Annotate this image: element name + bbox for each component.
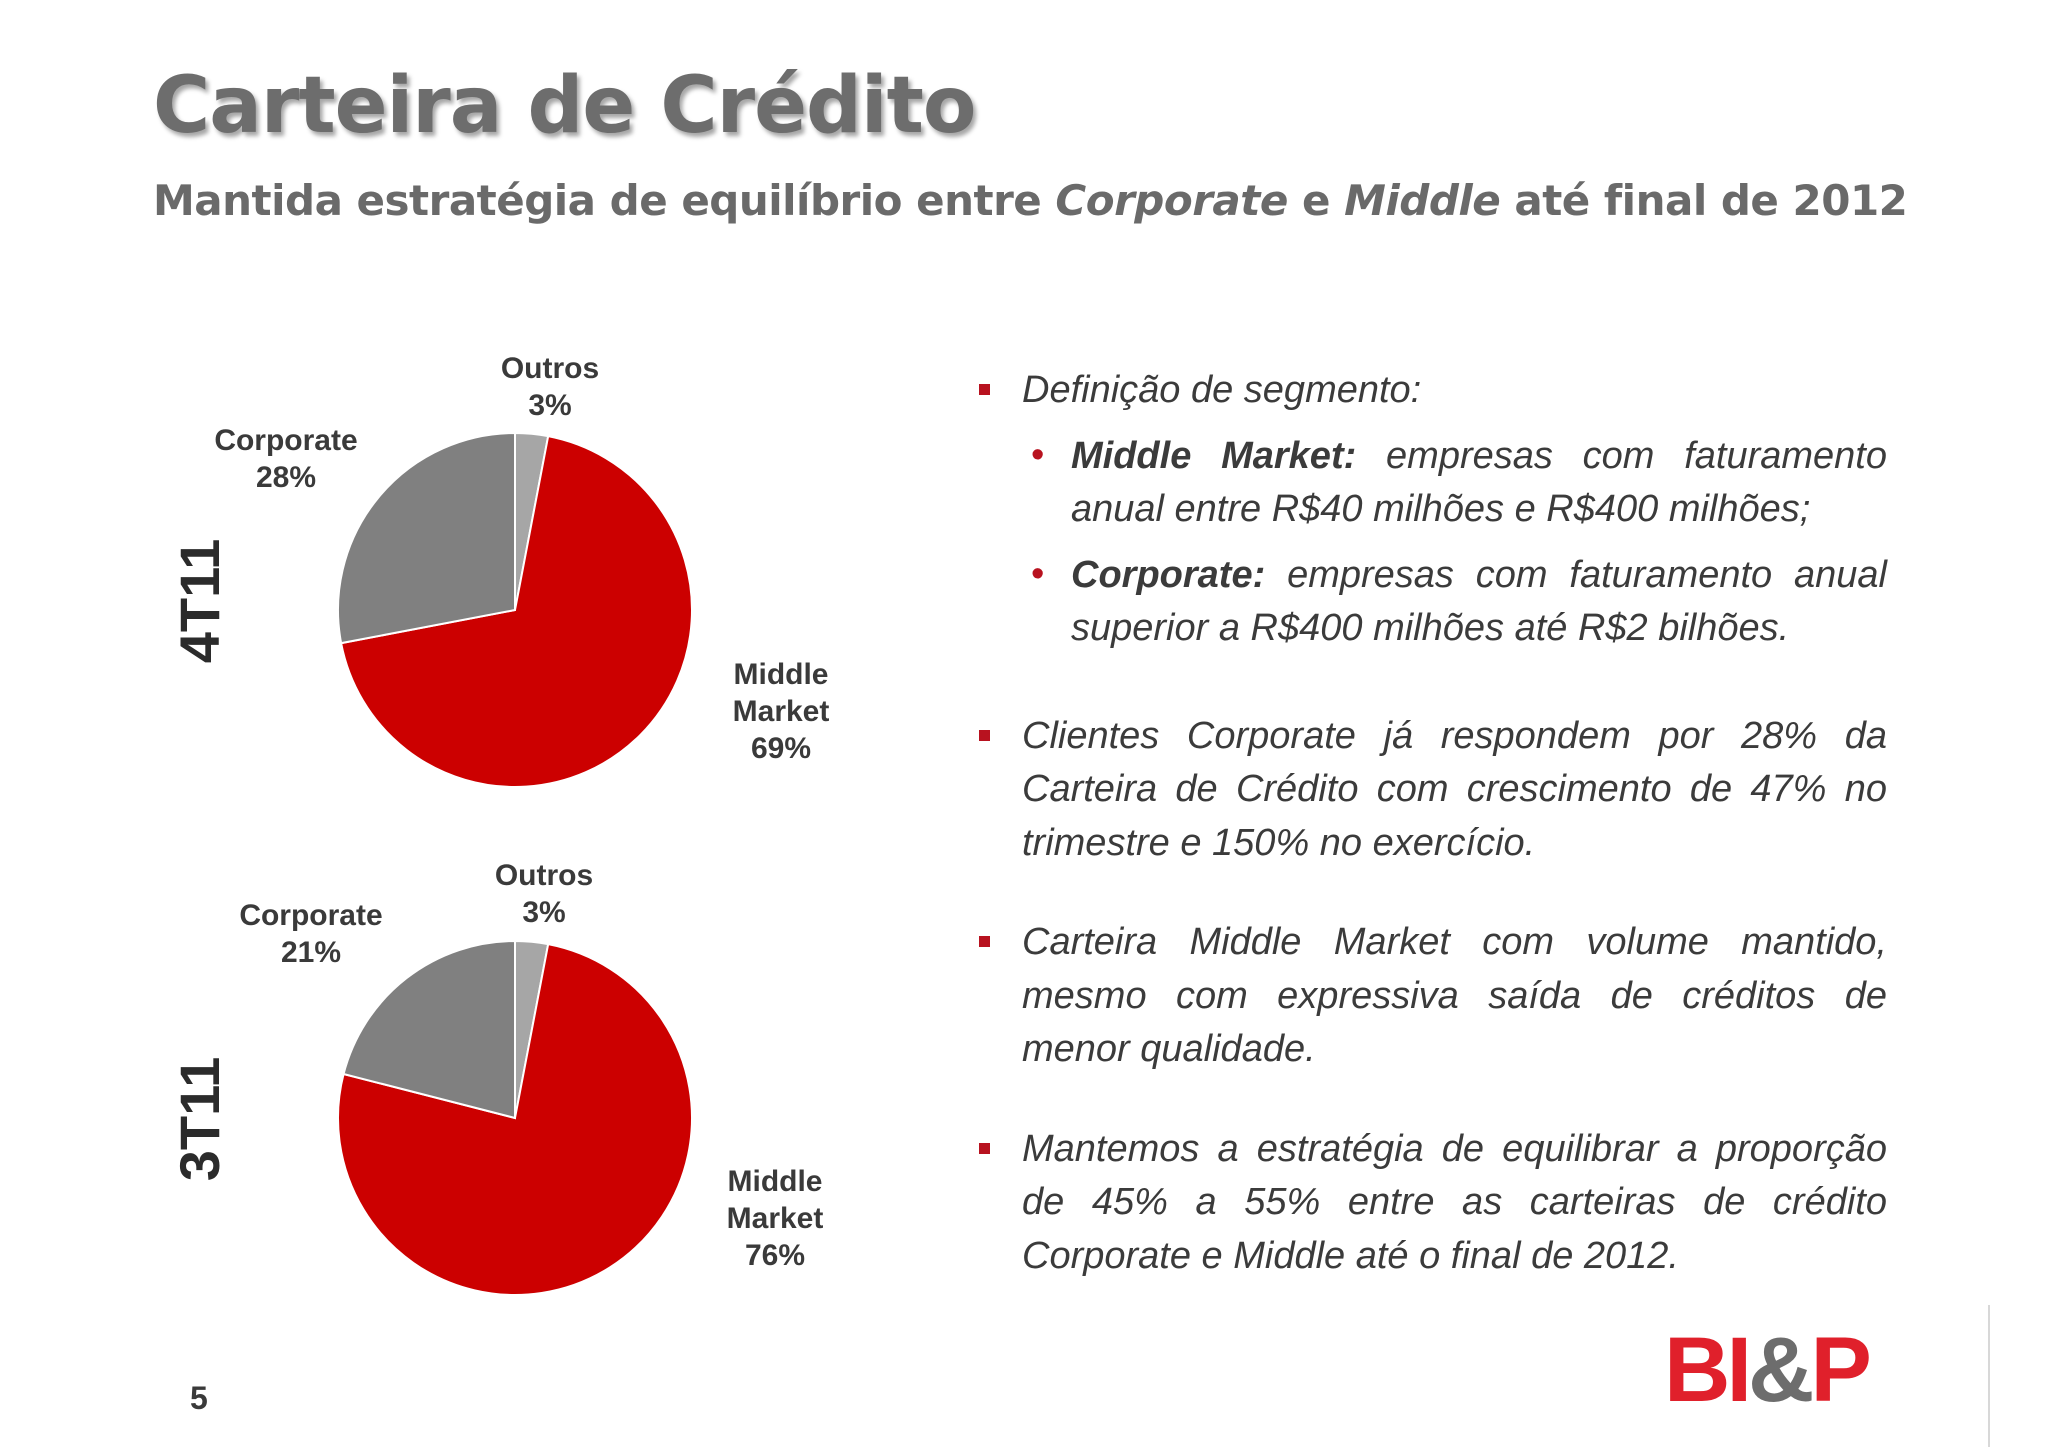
bullet-text: Clientes Corporate já respondem por 28% … (1022, 714, 1887, 864)
middle-value: 69% (750, 732, 812, 765)
period-label-3t11: 3T11 (168, 1056, 231, 1182)
sub-bullet-label: Middle Market: (1071, 434, 1357, 477)
pie-slice-middle-market (337, 942, 693, 1296)
square-bullet-icon (979, 936, 990, 947)
square-bullet-icon (979, 729, 990, 741)
corporate-name: Corporate (214, 424, 358, 457)
subtitle-corporate: Corporate (1055, 176, 1288, 225)
bullet-item: Carteira Middle Market com volume mantid… (975, 916, 1887, 1077)
outros-name: Outros (500, 352, 600, 385)
middle-name-line2: Market (732, 695, 830, 728)
period-label-4t11: 4T11 (168, 538, 231, 664)
pie-slice-corporate (342, 939, 516, 1120)
pie-label-outros-4t11: Outros 3% (480, 350, 620, 424)
square-bullet-icon (979, 1142, 990, 1154)
page-number: 5 (190, 1380, 208, 1416)
bullet-item: Clientes Corporate já respondem por 28% … (975, 710, 1887, 871)
subtitle-middle: Middle (1344, 176, 1501, 225)
bullet-text: Carteira Middle Market com volume mantid… (1022, 921, 1887, 1070)
pie-label-corporate-4t11: Corporate 28% (200, 422, 372, 496)
bullet-item: Definição de segmento: (975, 364, 1887, 418)
subtitle-and: e (1287, 176, 1345, 225)
bip-logo: BI&P (1664, 1325, 1873, 1415)
pie-chart-4t11 (337, 431, 693, 788)
middle-value: 76% (744, 1239, 806, 1272)
middle-name-line1: Middle (727, 1165, 823, 1198)
dot-bullet-icon: • (1031, 552, 1045, 595)
sub-bullet-text: empresas com faturamento anual superior … (1071, 553, 1887, 650)
bullet-item: Mantemos a estratégia de equilibrar a pr… (975, 1123, 1887, 1284)
sub-bullet-item: • Corporate: empresas com faturamento an… (975, 549, 1887, 656)
bullet-text: Mantemos a estratégia de equilibrar a pr… (1022, 1127, 1887, 1277)
outros-value: 3% (522, 896, 566, 929)
bullet-list: Definição de segmento: • Middle Market: … (975, 364, 1887, 1283)
pie-label-middle-3t11: Middle Market 76% (704, 1163, 846, 1274)
square-bullet-icon (979, 384, 990, 395)
pie-slice-corporate (337, 431, 516, 645)
sub-bullet-label: Corporate: (1071, 553, 1266, 596)
middle-name-line1: Middle (733, 658, 829, 691)
subtitle-part2: até final de 2012 (1500, 176, 1908, 225)
corporate-value: 21% (280, 936, 342, 969)
dot-bullet-icon: • (1031, 433, 1045, 476)
subtitle-part1: Mantida estratégia de equilíbrio entre (153, 176, 1056, 225)
divider (1988, 1305, 1990, 1447)
sub-bullet-text: empresas com faturamento anual entre R$4… (1071, 434, 1887, 531)
pie-label-corporate-3t11: Corporate 21% (225, 897, 397, 971)
outros-value: 3% (528, 389, 572, 422)
corporate-value: 28% (255, 461, 317, 494)
bullet-text: Definição de segmento: (1022, 369, 1422, 411)
outros-name: Outros (494, 859, 594, 892)
pie-label-middle-4t11: Middle Market 69% (710, 656, 852, 767)
middle-name-line2: Market (726, 1202, 824, 1235)
pie-chart-3t11 (337, 939, 693, 1296)
sub-bullet-item: • Middle Market: empresas com faturament… (975, 430, 1887, 537)
pie-label-outros-3t11: Outros 3% (474, 857, 614, 931)
corporate-name: Corporate (239, 899, 383, 932)
logo-text: BI&P (1664, 1325, 1869, 1415)
pie-slice-middle-market (339, 434, 693, 788)
page-subtitle: Mantida estratégia de equilíbrio entre C… (153, 176, 1908, 226)
page-title: Carteira de Crédito (153, 61, 976, 151)
